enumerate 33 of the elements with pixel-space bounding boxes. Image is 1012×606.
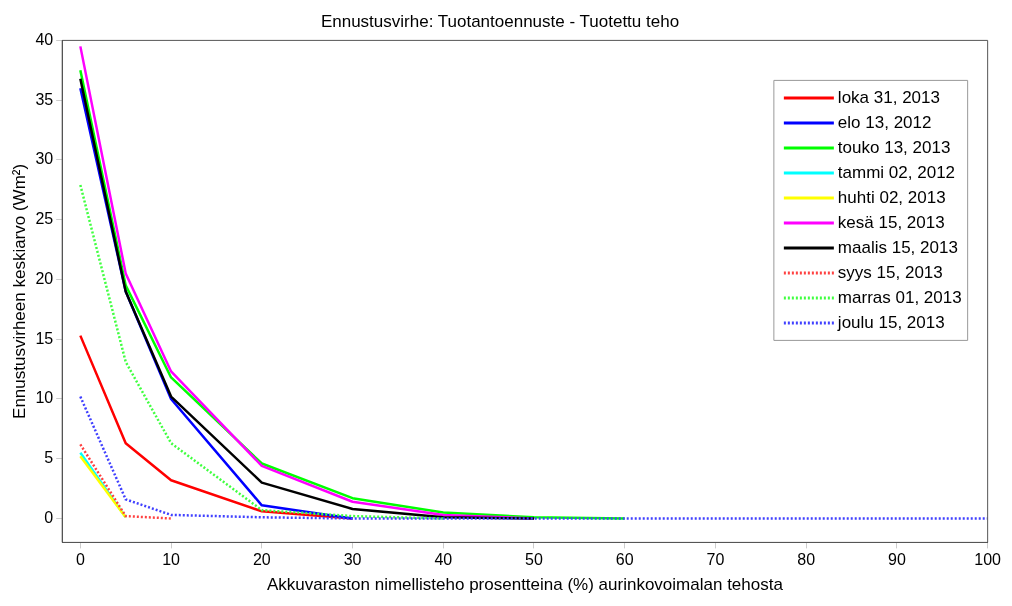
y-tick-label: 0 [44,508,54,526]
x-tick-label: 100 [974,551,1002,569]
x-tick-label: 30 [343,551,362,569]
x-tick-label: 60 [615,551,634,569]
legend-label: maalis 15, 2013 [837,237,958,257]
x-tick-label: 20 [252,551,271,569]
chart-title: Ennustusvirhe: Tuotantoennuste - Tuotettu teho [320,11,680,31]
legend-label: huhti 02, 2013 [837,187,946,207]
legend-label: kesä 15, 2013 [837,212,945,232]
legend-label: syys 15, 2013 [837,262,943,282]
x-tick-label: 90 [888,551,906,569]
x-tick-label: 70 [706,551,725,569]
y-tick-label: 25 [35,210,54,228]
x-tick-label: 80 [797,551,816,569]
legend-label: touko 13, 2013 [837,137,951,157]
x-tick-label: 10 [162,551,181,569]
legend-label: elo 13, 2012 [837,112,932,132]
legend-label: tammi 02, 2012 [837,162,956,182]
y-tick-label: 20 [35,269,54,287]
legend-label: joulu 15, 2013 [836,312,945,332]
x-axis-title: Akkuvaraston nimellisteho prosentteina (%) aurinkovoimalan tehosta [266,575,784,595]
legend-label: loka 31, 2013 [837,87,940,107]
y-tick-label: 5 [44,449,54,467]
y-tick-label: 30 [35,150,54,168]
legend-label: marras 01, 2013 [837,287,962,307]
y-tick-label: 35 [35,90,54,108]
y-axis-title: Ennustusvirheen keskiarvo (Wm²) [9,163,29,419]
x-tick-label: 50 [525,551,543,569]
x-tick-label: 40 [434,551,453,569]
y-tick-label: 10 [35,389,54,407]
x-tick-label: 0 [75,551,85,569]
y-tick-label: 40 [35,30,54,48]
y-tick-label: 15 [35,329,54,347]
